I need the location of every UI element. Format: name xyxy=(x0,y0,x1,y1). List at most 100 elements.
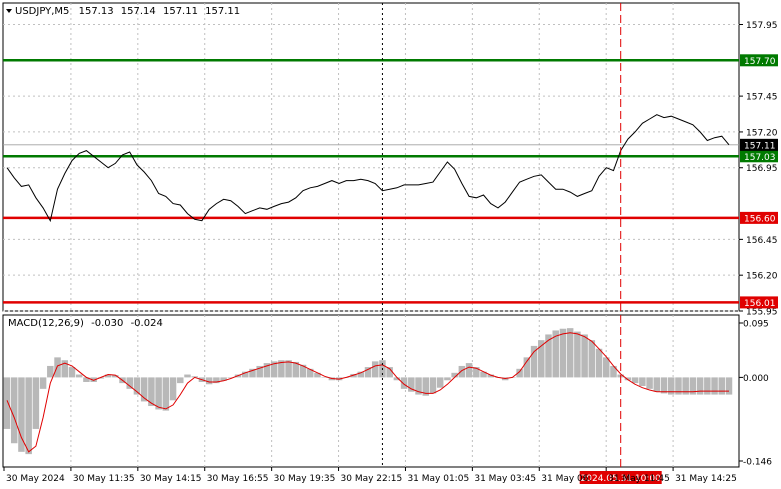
macd-bar xyxy=(112,375,119,378)
macd-bar xyxy=(126,377,133,389)
macd-bar xyxy=(321,377,328,378)
macd-bar xyxy=(574,331,581,378)
price-and-signal-lines xyxy=(6,114,730,453)
macd-histogram xyxy=(3,328,733,455)
macd-axis: 0.095 0.000 -0.146 xyxy=(739,320,772,468)
macd-bar xyxy=(306,368,314,378)
price-level-labels: 157.70 157.03 156.60 156.01 157.11 xyxy=(740,54,778,309)
macd-indicator-label: MACD(12,26,9) xyxy=(8,318,84,329)
macd-bar xyxy=(444,377,451,381)
macd-bar xyxy=(75,374,83,378)
macd-bar xyxy=(408,377,415,392)
macd-bar xyxy=(530,345,538,378)
macd-bar xyxy=(393,377,401,381)
macd-bar xyxy=(68,367,76,378)
macd-bar xyxy=(270,361,278,378)
time-axis-label: 30 May 2024 xyxy=(6,474,65,484)
time-marker-badge xyxy=(579,471,662,484)
price-level-badge xyxy=(740,296,778,309)
macd-bar xyxy=(278,360,285,378)
macd-bar xyxy=(603,357,610,378)
macd-bar xyxy=(357,371,365,378)
macd-axis-label: -0.146 xyxy=(743,458,772,468)
time-marker-label: 2024.05.31 10:00 xyxy=(581,474,662,484)
macd-bar xyxy=(184,374,191,378)
price-axis-label: 156.45 xyxy=(746,236,778,246)
symbol-dropdown-icon[interactable] xyxy=(6,9,12,13)
macd-bar xyxy=(386,367,393,378)
macd-header: MACD(12,26,9) -0.030 -0.024 xyxy=(8,318,163,329)
macd-bar xyxy=(545,334,552,378)
price-level-badge xyxy=(740,150,778,163)
macd-bar xyxy=(538,340,545,378)
macd-bar xyxy=(552,330,559,378)
price-line xyxy=(6,114,730,223)
macd-bar xyxy=(436,377,444,388)
macd-bar xyxy=(631,377,639,384)
time-axis-label: 30 May 11:35 xyxy=(73,474,135,484)
macd-bar xyxy=(667,377,675,395)
macd-bar xyxy=(422,377,430,396)
time-axis-label: 30 May 22:15 xyxy=(341,474,403,484)
macd-bar xyxy=(465,363,473,378)
macd-pane-frame xyxy=(2,314,740,468)
macd-bar xyxy=(54,357,61,378)
macd-bar xyxy=(458,365,466,378)
macd-bar xyxy=(588,340,596,378)
macd-bar xyxy=(97,377,105,379)
price-level-badge-label: 157.70 xyxy=(744,57,776,67)
close-value: 157.11 xyxy=(205,6,240,17)
macd-bar xyxy=(263,363,271,378)
macd-bar xyxy=(682,377,689,395)
macd-bar xyxy=(47,365,54,378)
time-axis-label: 30 May 16:55 xyxy=(207,474,269,484)
macd-bar xyxy=(133,377,141,395)
macd-bar xyxy=(350,373,357,378)
macd-bar xyxy=(653,377,661,392)
current-price-label: 157.11 xyxy=(744,141,776,151)
macd-bar xyxy=(566,328,574,378)
price-level-badge-label: 156.60 xyxy=(744,214,776,224)
price-axis: 157.95 157.45 157.20 156.95 156.45 156.20 155.… xyxy=(739,21,778,318)
macd-bar xyxy=(704,377,711,395)
high-value: 157.14 xyxy=(121,6,156,17)
macd-bar xyxy=(314,372,321,378)
macd-bar xyxy=(696,377,704,395)
macd-bar xyxy=(371,361,379,378)
macd-axis-label: 0.095 xyxy=(743,320,769,330)
macd-bar xyxy=(689,377,697,395)
price-axis-label: 156.95 xyxy=(746,164,778,174)
macd-bar xyxy=(83,377,90,382)
time-axis-label: 31 May 11:45 xyxy=(608,474,670,484)
macd-bar xyxy=(148,377,155,407)
macd-bar xyxy=(242,371,249,378)
macd-value: -0.030 xyxy=(91,318,123,329)
macd-bar xyxy=(516,368,523,378)
price-axis-label: 157.20 xyxy=(746,128,778,138)
macd-bar xyxy=(25,377,32,455)
macd-bar xyxy=(205,377,213,385)
macd-bar xyxy=(285,360,292,378)
open-value: 157.13 xyxy=(79,6,114,17)
macd-bar xyxy=(191,376,198,378)
symbol-label: USDJPY,M5 xyxy=(15,6,69,17)
time-axis-label: 30 May 14:15 xyxy=(140,474,202,484)
low-value: 157.11 xyxy=(163,6,198,17)
time-axis-label: 30 May 19:35 xyxy=(274,474,336,484)
macd-bar xyxy=(3,377,11,429)
chart-header: USDJPY,M5 157.13 157.14 157.11 157.11 xyxy=(15,6,240,17)
macd-bar xyxy=(177,377,184,384)
macd-bar xyxy=(559,328,567,378)
macd-bar xyxy=(451,372,458,378)
macd-bar xyxy=(18,377,25,452)
macd-bar xyxy=(523,357,531,378)
price-level-badge-label: 157.03 xyxy=(744,153,776,163)
macd-bar xyxy=(155,377,162,410)
macd-bar xyxy=(610,365,617,378)
macd-bar xyxy=(169,377,177,401)
macd-bar xyxy=(90,377,97,382)
macd-bar xyxy=(624,377,632,381)
macd-bar xyxy=(39,377,47,389)
macd-bar xyxy=(429,377,437,394)
price-axis-label: 157.95 xyxy=(746,21,778,31)
